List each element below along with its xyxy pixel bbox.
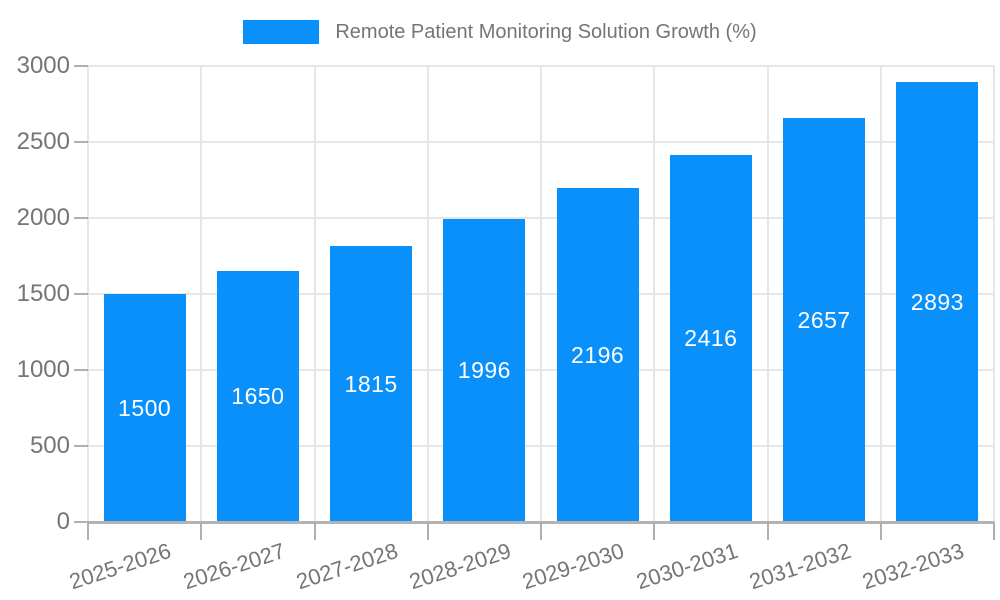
y-tick-mark [74,521,88,523]
x-tick-mark [653,522,656,540]
category-boundary-gridline [426,66,429,522]
x-axis-tick-label: 2032-2033 [859,538,968,595]
y-axis-tick-label: 1500 [16,280,70,307]
category-boundary-gridline [879,66,882,522]
x-tick-mark [540,522,542,540]
bar-value-label: 1815 [344,370,398,397]
bar[interactable]: 2416 [669,155,752,522]
x-axis-tick-label: 2030-2031 [632,538,741,595]
category-boundary-gridline [313,66,316,522]
y-axis-tick-label: 2500 [16,128,70,155]
bar-value-label: 2657 [797,306,851,333]
x-tick-mark [87,522,89,540]
x-axis-tick-label: 2028-2029 [406,538,515,595]
y-tick-mark [74,65,88,67]
bar[interactable]: 2657 [783,118,866,522]
x-axis-tick-label: 2025-2026 [66,538,175,595]
y-tick-mark [74,141,88,143]
x-tick-mark [766,522,769,540]
x-tick-mark [879,522,882,540]
y-axis-tick-label: 0 [56,508,70,535]
bar-value-label: 1650 [231,383,285,409]
y-tick-mark [74,445,88,447]
bar[interactable]: 2196 [556,188,639,522]
bar-value-label: 2416 [684,325,738,351]
category-boundary-gridline [87,66,89,522]
category-boundary-gridline [766,66,769,522]
bar-value-label: 2893 [910,288,964,315]
x-axis-tick-label: 2027-2028 [293,538,401,595]
chart-legend[interactable]: Remote Patient Monitoring Solution Growt… [0,20,1000,44]
x-tick-mark [993,522,995,540]
bar[interactable]: 1815 [330,246,413,522]
x-tick-mark [313,522,316,540]
legend-color-swatch [243,20,320,44]
bar[interactable]: 1650 [216,271,299,522]
y-axis-tick-label: 2000 [16,204,70,231]
bar[interactable]: 1996 [443,219,526,522]
x-tick-mark [200,522,203,540]
x-tick-mark [426,522,429,540]
y-tick-mark [74,217,88,219]
category-boundary-gridline [653,66,656,522]
category-boundary-gridline [540,66,542,522]
bar[interactable]: 2893 [896,82,979,522]
x-axis-tick-label: 2026-2027 [179,538,288,595]
category-boundary-gridline [200,66,203,522]
x-axis-tick-label: 2029-2030 [519,538,628,595]
y-axis-tick-label: 3000 [16,52,70,79]
bar[interactable]: 1500 [103,294,186,522]
y-tick-mark [74,369,88,371]
y-axis-tick-label: 500 [29,432,70,459]
x-axis-tick-label: 2031-2032 [746,538,854,595]
category-boundary-gridline [993,66,995,522]
bar-value-label: 1500 [118,394,172,421]
y-axis-tick-label: 1000 [16,356,70,383]
bar-value-label: 1996 [457,357,511,383]
bar-value-label: 2196 [571,341,625,368]
y-tick-mark [74,293,88,295]
legend-series-label: Remote Patient Monitoring Solution Growt… [335,20,757,43]
plot-area: 1500 1650 1815 1996 2196 2416 2657 2893 [87,65,995,524]
